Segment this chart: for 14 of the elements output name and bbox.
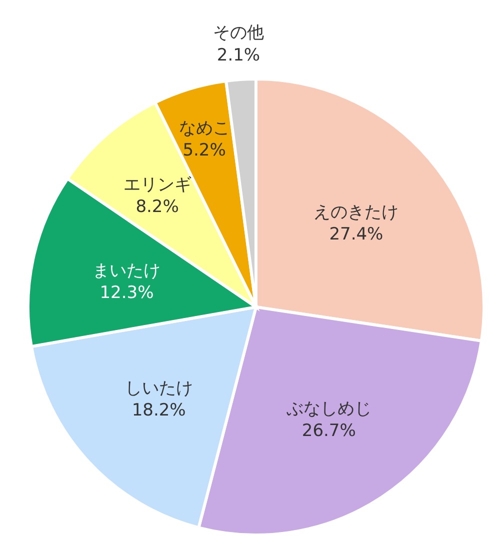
slice-label: なめこ xyxy=(178,118,230,138)
slice-label: ぶなしめじ xyxy=(286,398,372,419)
slice-label: まいたけ xyxy=(92,260,161,281)
slice-label: エリンギ xyxy=(123,175,192,196)
data-label: 27.4% xyxy=(329,224,384,244)
slice-label: しいたけ xyxy=(124,378,193,398)
data-label: 5.2% xyxy=(182,140,226,161)
slice-label: その他 xyxy=(212,23,264,44)
slice-label: えのきたけ xyxy=(314,202,399,222)
data-label: 26.7% xyxy=(302,421,356,442)
data-label: 12.3% xyxy=(100,282,154,303)
data-label: 18.2% xyxy=(132,400,186,420)
data-label: 8.2% xyxy=(136,197,179,218)
data-label: 2.1% xyxy=(216,45,260,66)
